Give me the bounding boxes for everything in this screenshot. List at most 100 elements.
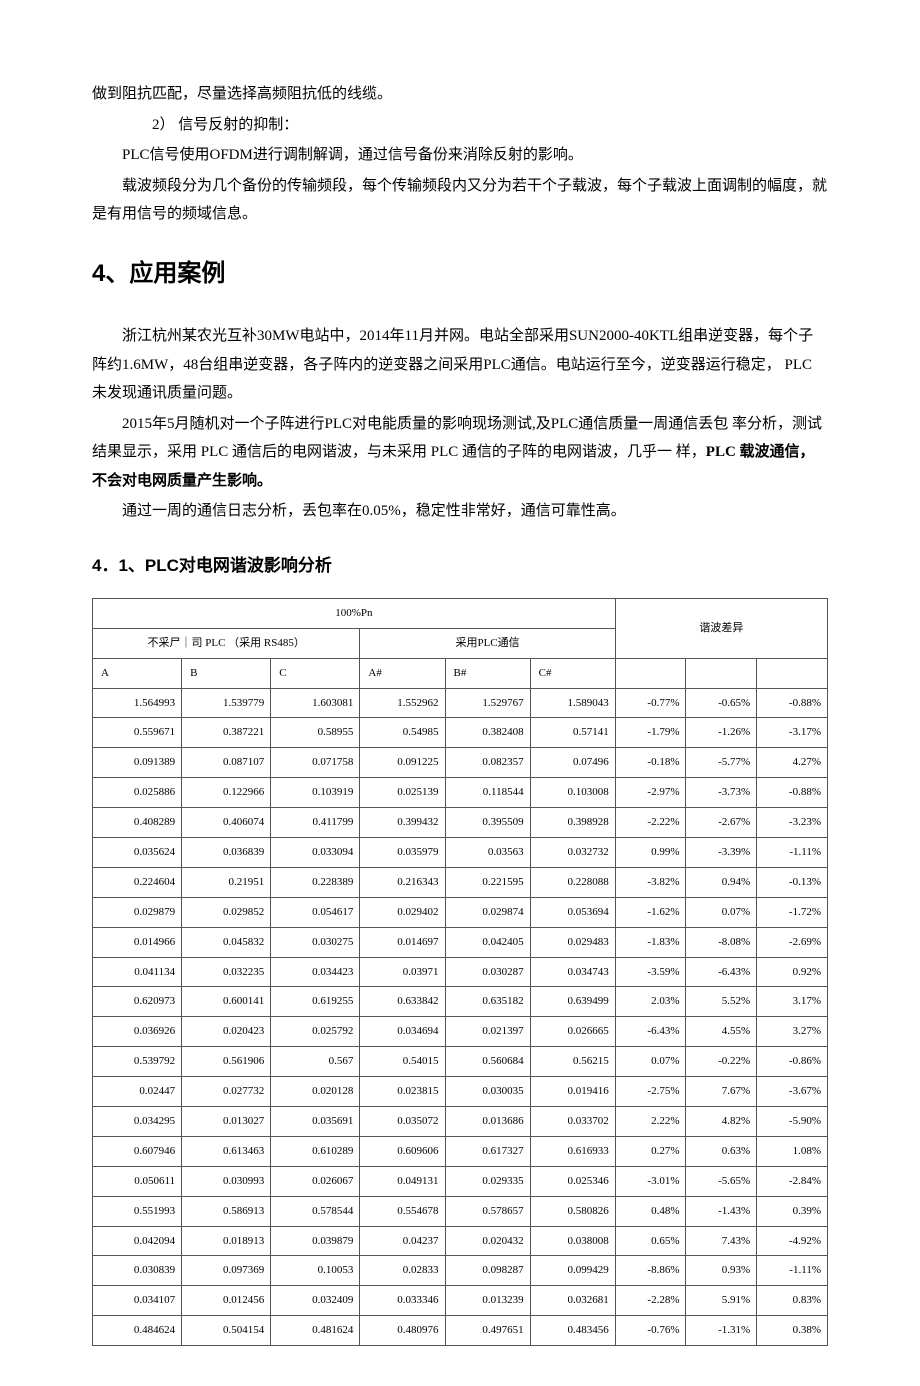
paragraph: 做到阻抗匹配，尽量选择高频阻抗低的线缆。 <box>92 80 828 109</box>
table-body: 1.5649931.5397791.6030811.5529621.529767… <box>93 688 828 1346</box>
paragraph: 2015年5月随机对一个子阵进行PLC对电能质量的影响现场测试,及PLC通信质量… <box>92 410 828 496</box>
table-cell: 0.030275 <box>271 927 360 957</box>
table-cell: 0.58955 <box>271 718 360 748</box>
table-cell: 0.406074 <box>182 808 271 838</box>
table-cell: 0.050611 <box>93 1166 182 1196</box>
table-cell: 0.480976 <box>360 1316 445 1346</box>
table-cell: 0.029852 <box>182 897 271 927</box>
table-cell: -3.39% <box>686 838 757 868</box>
table-cell: 0.504154 <box>182 1316 271 1346</box>
table-cell: 0.610289 <box>271 1136 360 1166</box>
table-cell: 0.02833 <box>360 1256 445 1286</box>
table-cell: 4.55% <box>686 1017 757 1047</box>
table-cell: 1.539779 <box>182 688 271 718</box>
table-cell: 0.041134 <box>93 957 182 987</box>
table-cell: 0.030993 <box>182 1166 271 1196</box>
table-cell: 0.382408 <box>445 718 530 748</box>
table-cell: 0.033702 <box>530 1107 615 1137</box>
table-cell: 5.91% <box>686 1286 757 1316</box>
table-cell: 0.411799 <box>271 808 360 838</box>
table-cell: 0.93% <box>686 1256 757 1286</box>
paragraph: 通过一周的通信日志分析，丢包率在0.05%，稳定性非常好，通信可靠性高。 <box>92 497 828 526</box>
table-cell: 0.616933 <box>530 1136 615 1166</box>
table-cell: 0.57141 <box>530 718 615 748</box>
col-c: C <box>271 658 360 688</box>
table-cell: 0.07% <box>615 1047 686 1077</box>
table-cell: 0.023815 <box>360 1077 445 1107</box>
table-cell: -2.22% <box>615 808 686 838</box>
table-cell: -6.43% <box>686 957 757 987</box>
table-cell: 0.032235 <box>182 957 271 987</box>
table-cell: 0.02447 <box>93 1077 182 1107</box>
paragraph: 浙江杭州某农光互补30MW电站中，2014年11月并网。电站全部采用SUN200… <box>92 322 828 408</box>
table-cell: 0.481624 <box>271 1316 360 1346</box>
header-plc: 采用PLC通信 <box>360 628 615 658</box>
table-cell: -1.11% <box>757 1256 828 1286</box>
table-cell: 0.228389 <box>271 867 360 897</box>
table-cell: -3.59% <box>615 957 686 987</box>
table-cell: 0.567 <box>271 1047 360 1077</box>
table-cell: 0.635182 <box>445 987 530 1017</box>
table-header-row-3: A B C A# B# C# <box>93 658 828 688</box>
table-cell: 0.228088 <box>530 867 615 897</box>
table-cell: 0.103919 <box>271 778 360 808</box>
table-cell: -2.69% <box>757 927 828 957</box>
table-cell: 0.63% <box>686 1136 757 1166</box>
table-cell: -0.86% <box>757 1047 828 1077</box>
table-cell: 0.033094 <box>271 838 360 868</box>
col-b-hash: B# <box>445 658 530 688</box>
table-cell: 0.027732 <box>182 1077 271 1107</box>
table-cell: 0.045832 <box>182 927 271 957</box>
table-cell: 0.607946 <box>93 1136 182 1166</box>
table-cell: 0.600141 <box>182 987 271 1017</box>
table-cell: 0.399432 <box>360 808 445 838</box>
table-cell: 0.586913 <box>182 1196 271 1226</box>
table-cell: -5.65% <box>686 1166 757 1196</box>
col-a: A <box>93 658 182 688</box>
table-cell: 0.098287 <box>445 1256 530 1286</box>
table-cell: -0.77% <box>615 688 686 718</box>
table-cell: 0.029879 <box>93 897 182 927</box>
table-cell: 0.020128 <box>271 1077 360 1107</box>
table-cell: -1.83% <box>615 927 686 957</box>
table-cell: 0.224604 <box>93 867 182 897</box>
table-cell: -2.97% <box>615 778 686 808</box>
table-cell: 2.22% <box>615 1107 686 1137</box>
table-cell: 0.036839 <box>182 838 271 868</box>
table-cell: 0.99% <box>615 838 686 868</box>
table-cell: 1.552962 <box>360 688 445 718</box>
harmonics-table: 100%Pn 谐波差异 不采尸｜司 PLC （采用 RS485） 采用PLC通信… <box>92 598 828 1346</box>
table-cell: 0.019416 <box>530 1077 615 1107</box>
table-cell: 1.589043 <box>530 688 615 718</box>
table-cell: 0.013239 <box>445 1286 530 1316</box>
table-row: 0.0308390.0973690.100530.028330.0982870.… <box>93 1256 828 1286</box>
table-cell: 0.580826 <box>530 1196 615 1226</box>
table-cell: 0.83% <box>757 1286 828 1316</box>
table-cell: 0.07496 <box>530 748 615 778</box>
table-cell: 0.554678 <box>360 1196 445 1226</box>
table-cell: -2.75% <box>615 1077 686 1107</box>
table-cell: 0.042405 <box>445 927 530 957</box>
table-cell: 0.029335 <box>445 1166 530 1196</box>
table-row: 0.0258860.1229660.1039190.0251390.118544… <box>93 778 828 808</box>
table-cell: 0.034694 <box>360 1017 445 1047</box>
table-cell: 0.036926 <box>93 1017 182 1047</box>
table-cell: 0.035979 <box>360 838 445 868</box>
col-a-hash: A# <box>360 658 445 688</box>
table-cell: 0.639499 <box>530 987 615 1017</box>
table-row: 0.6079460.6134630.6102890.6096060.617327… <box>93 1136 828 1166</box>
table-cell: 0.398928 <box>530 808 615 838</box>
table-row: 0.4082890.4060740.4117990.3994320.395509… <box>93 808 828 838</box>
table-row: 0.0149660.0458320.0302750.0146970.042405… <box>93 927 828 957</box>
table-cell: -3.73% <box>686 778 757 808</box>
table-cell: -5.77% <box>686 748 757 778</box>
table-cell: -3.82% <box>615 867 686 897</box>
table-cell: 0.578657 <box>445 1196 530 1226</box>
table-cell: 0.082357 <box>445 748 530 778</box>
table-cell: -2.84% <box>757 1166 828 1196</box>
table-cell: 1.564993 <box>93 688 182 718</box>
table-cell: 0.10053 <box>271 1256 360 1286</box>
table-cell: 0.483456 <box>530 1316 615 1346</box>
table-row: 0.2246040.219510.2283890.2163430.2215950… <box>93 867 828 897</box>
table-cell: 0.620973 <box>93 987 182 1017</box>
